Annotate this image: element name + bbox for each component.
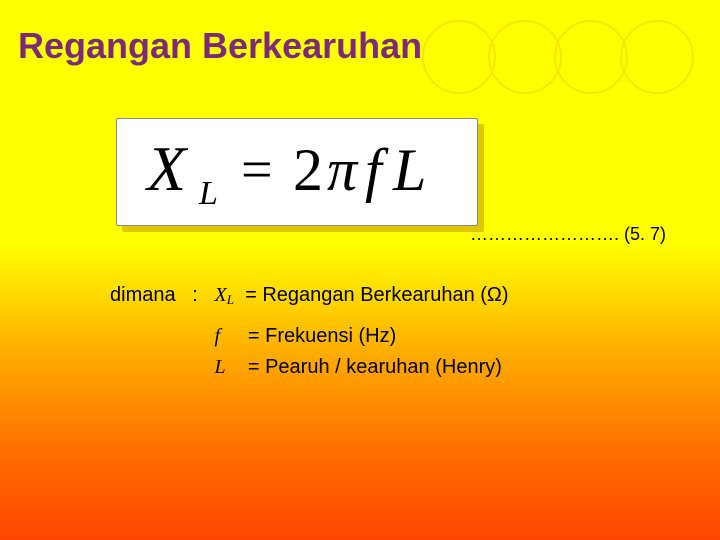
definitions-colon: : [192,284,198,306]
def-symbol: X [215,284,227,306]
def-desc: = Regangan Berkearuhan (Ω) [245,284,508,306]
formula-box: X L = 2 π f L [116,118,478,226]
definition-row: dimana : f = Frekuensi (Hz) [110,321,509,352]
definition-row: dimana : L = Pearuh / kearuhan (Henry) [110,352,509,383]
formula-svg: X L = 2 π f L [137,132,457,212]
definitions-block: dimana : XL = Regangan Berkearuhan (Ω) d… [110,280,509,383]
formula-X: X [144,133,189,204]
formula-f: f [365,137,389,203]
equation-number: ……………………. (5. 7) [470,224,666,245]
formula-L: L [392,137,426,203]
formula-box-front: X L = 2 π f L [116,118,478,226]
formula-two: 2 [293,137,323,203]
slide: Regangan Berkearuhan X L = 2 π f L ……………… [0,0,720,540]
def-desc: = Frekuensi (Hz) [248,325,396,347]
def-symbol: f [215,325,221,347]
slide-title: Regangan Berkearuhan [18,26,422,66]
formula-equals: = [241,139,273,201]
formula-sub-L: L [198,175,218,212]
def-desc: = Pearuh / kearuhan (Henry) [248,356,502,378]
circles-svg [422,18,694,96]
definitions-lead: dimana [110,284,176,306]
def-symbol: L [215,356,226,378]
def-symbol-sub: L [227,292,234,307]
definition-row: dimana : XL = Regangan Berkearuhan (Ω) [110,280,509,311]
formula-pi: π [327,137,359,203]
decorative-circles [422,18,694,96]
